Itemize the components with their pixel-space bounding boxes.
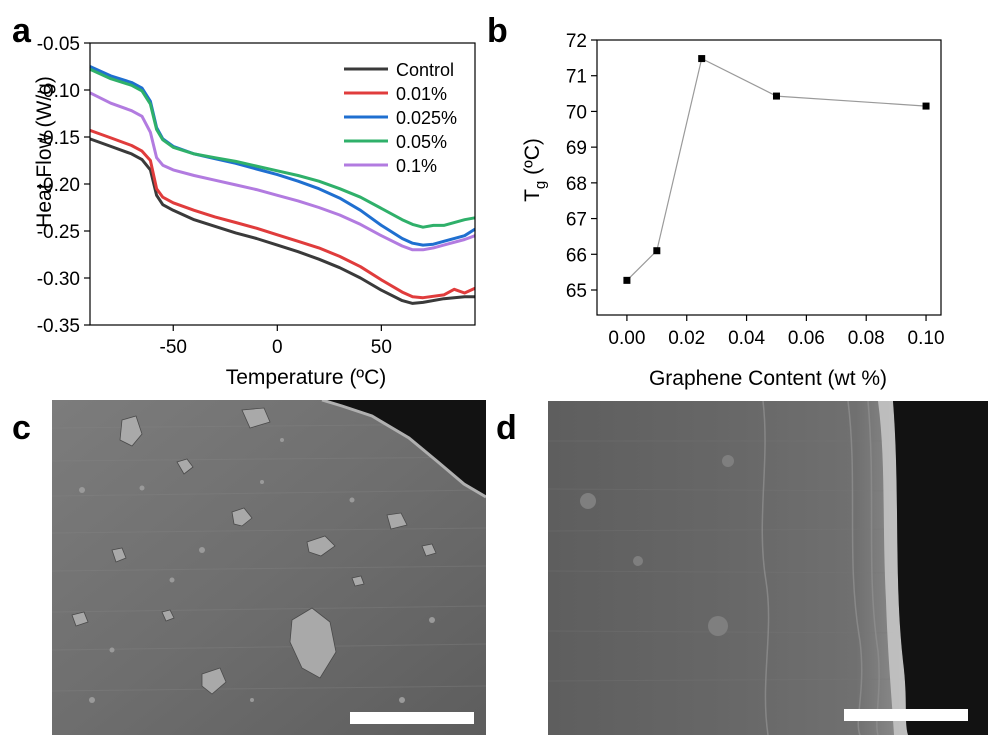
legend-label: 0.1% bbox=[396, 156, 437, 176]
scale-bar-c bbox=[350, 712, 474, 724]
panel-label-a: a bbox=[12, 12, 31, 50]
y-tick-label: -0.30 bbox=[37, 269, 80, 290]
tg-point bbox=[623, 276, 631, 284]
panel-label-d: d bbox=[496, 409, 517, 447]
x-tick-label: 0.04 bbox=[728, 328, 765, 349]
series-line-0.025% bbox=[89, 65, 476, 247]
scale-bar-d bbox=[844, 709, 968, 721]
x-tick-label: 0.10 bbox=[908, 328, 945, 349]
chart-a-xlabel: Temperature (ºC) bbox=[226, 366, 387, 389]
y-tick-label: -0.25 bbox=[37, 222, 80, 243]
tg-point bbox=[922, 102, 930, 110]
sem-image-c bbox=[52, 400, 486, 735]
x-tick-label: 0.02 bbox=[668, 328, 705, 349]
y-tick-label: 65 bbox=[566, 281, 587, 302]
chart-a-heat-flow: -50 0 50 -0.05 -0.10 -0.15 -0.20 -0.25 -0.30 -0.3… bbox=[33, 34, 476, 389]
x-tick-label: 0.00 bbox=[608, 328, 645, 349]
legend-label: 0.025% bbox=[396, 108, 457, 128]
y-tick-label: 70 bbox=[566, 102, 587, 123]
legend-label: 0.05% bbox=[396, 132, 447, 152]
panel-label-b: b bbox=[487, 12, 508, 50]
series-line-0.1% bbox=[89, 91, 476, 252]
series-line-0.01% bbox=[89, 128, 476, 300]
chart-b-xlabel: Graphene Content (wt %) bbox=[649, 367, 887, 390]
chart-b-tg: 0.00 0.02 0.04 0.06 0.08 0.10 65 66 67 68 69 70 71 72… bbox=[521, 31, 945, 390]
legend-label: 0.01% bbox=[396, 84, 447, 104]
panel-label-c: c bbox=[12, 409, 31, 447]
y-tick-label: -0.20 bbox=[37, 175, 80, 196]
legend-label: Control bbox=[396, 60, 454, 80]
y-tick-label: 71 bbox=[566, 67, 587, 88]
tg-point bbox=[772, 92, 780, 100]
series-line-0.05% bbox=[89, 67, 476, 229]
y-tick-label: 67 bbox=[566, 210, 587, 231]
x-tick-label: -50 bbox=[160, 337, 187, 358]
x-tick-label: 50 bbox=[371, 337, 392, 358]
y-tick-label: 68 bbox=[566, 174, 587, 195]
y-tick-label: 69 bbox=[566, 138, 587, 159]
x-tick-label: 0.06 bbox=[788, 328, 825, 349]
y-tick-label: 72 bbox=[566, 31, 587, 52]
chart-a-ylabel: Heat Flow (W/g) bbox=[33, 76, 56, 228]
tg-point bbox=[653, 247, 661, 255]
chart-b-frame bbox=[596, 39, 942, 316]
chart-b-ylabel: Tg (ºC) bbox=[521, 138, 549, 202]
y-tick-label: -0.35 bbox=[37, 316, 80, 337]
sem-image-d bbox=[548, 401, 988, 735]
svg-text:Tg (ºC): Tg (ºC) bbox=[521, 138, 549, 202]
tg-line bbox=[626, 57, 927, 281]
tg-point bbox=[698, 55, 706, 63]
series-line-Control bbox=[89, 137, 475, 305]
y-tick-label: -0.15 bbox=[37, 128, 80, 149]
y-tick-label: -0.05 bbox=[37, 34, 80, 55]
x-tick-label: 0.08 bbox=[848, 328, 885, 349]
x-tick-label: 0 bbox=[272, 337, 283, 358]
y-tick-label: -0.10 bbox=[37, 81, 80, 102]
y-tick-label: 66 bbox=[566, 245, 587, 266]
